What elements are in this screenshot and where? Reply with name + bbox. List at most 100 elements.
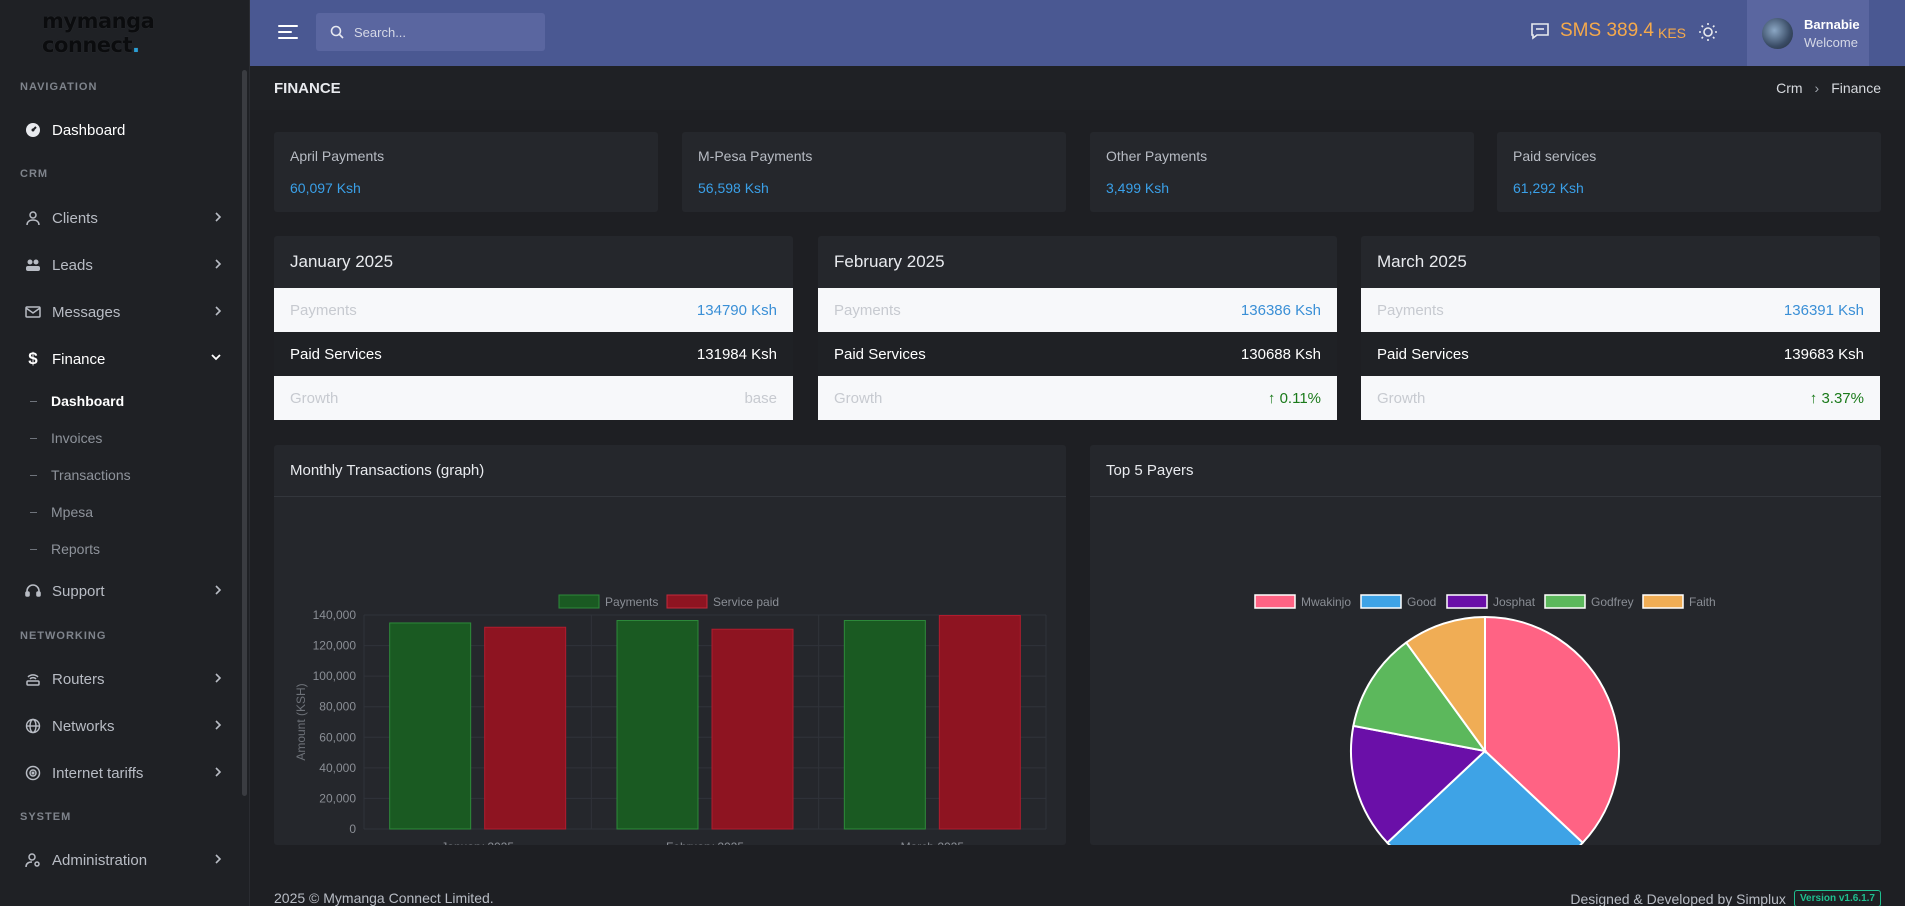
legend-label-1: Service paid <box>713 595 779 609</box>
month-card-february: February 2025 Payments 136386 Ksh Paid Se… <box>818 236 1337 420</box>
section-networking: NETWORKING <box>20 630 107 642</box>
legend-swatch-mwakinjo[interactable] <box>1254 594 1296 609</box>
chevron-right-icon <box>215 720 222 730</box>
y-tick-label: 20,000 <box>319 791 356 805</box>
sms-unit: KES <box>1658 24 1687 41</box>
services-value: 139683 Ksh <box>1783 345 1864 363</box>
sidebar-item-label: Administration <box>52 851 148 869</box>
payments-row: Payments 134790 Ksh <box>274 288 793 332</box>
payments-row: Payments 136391 Ksh <box>1361 288 1880 332</box>
sidebar-item-label: Support <box>52 582 105 600</box>
stat-value: 56,598 Ksh <box>698 180 769 196</box>
sidebar-item-routers[interactable]: Routers <box>0 661 240 697</box>
bar-payments-2[interactable] <box>843 620 926 830</box>
breadcrumb-finance: Finance <box>1831 80 1881 96</box>
finance-sub-reports[interactable]: Reports <box>0 537 240 561</box>
user-cog-icon <box>25 852 41 868</box>
services-row: Paid Services 139683 Ksh <box>1361 332 1880 376</box>
mail-icon <box>25 304 41 320</box>
sidebar-item-clients[interactable]: Clients <box>0 200 240 236</box>
services-row: Paid Services 130688 Ksh <box>818 332 1337 376</box>
legend-swatch-0[interactable] <box>558 594 600 609</box>
month-card-march: March 2025 Payments 136391 Ksh Paid Servi… <box>1361 236 1880 420</box>
section-navigation: NAVIGATION <box>20 81 98 93</box>
bar-chart: Payments Service paid 0 20,000 40,000 60,000 8… <box>294 594 1047 874</box>
legend-swatch-good[interactable] <box>1360 594 1402 609</box>
sidebar-item-dashboard[interactable]: Dashboard <box>0 112 240 148</box>
credit-text: Designed & Developed by Simplux <box>1570 890 1786 906</box>
footer: 2025 © Mymanga Connect Limited. Designed… <box>250 868 1905 906</box>
menu-toggle-icon[interactable] <box>278 24 298 40</box>
month-title: February 2025 <box>834 252 945 271</box>
sidebar-item-label: Routers <box>52 670 105 688</box>
sidebar-item-messages[interactable]: Messages <box>0 294 240 330</box>
legend-swatch-josphat[interactable] <box>1446 594 1488 609</box>
legend-label-0: Payments <box>605 595 658 609</box>
payments-value: 136386 Ksh <box>1240 301 1321 319</box>
finance-sub-dashboard[interactable]: Dashboard <box>0 389 240 413</box>
legend-swatch-1[interactable] <box>666 594 708 609</box>
gauge-icon <box>25 122 41 138</box>
sidebar-item-finance[interactable]: $ Finance <box>0 341 240 377</box>
bar-service-paid-2[interactable] <box>938 614 1021 830</box>
x-tick-label: March 2025 <box>901 840 965 845</box>
stat-card-april-payments: April Payments 60,097 Ksh <box>274 132 658 212</box>
legend-swatch-godfrey[interactable] <box>1544 594 1586 609</box>
pie-slice-godfrey[interactable] <box>1352 641 1488 753</box>
stat-card-mpesa-payments: M-Pesa Payments 56,598 Ksh <box>682 132 1066 212</box>
y-tick-label: 40,000 <box>319 761 356 775</box>
search-input[interactable] <box>354 24 524 40</box>
user-icon <box>25 210 41 226</box>
stat-value: 61,292 Ksh <box>1513 180 1584 196</box>
sidebar-item-networks[interactable]: Networks <box>0 708 240 744</box>
stat-label: M-Pesa Payments <box>698 148 813 164</box>
legend-swatch-faith[interactable] <box>1642 594 1684 609</box>
finance-sub-transactions[interactable]: Transactions <box>0 463 240 487</box>
pie-slice-mwakinjo[interactable] <box>1484 615 1620 845</box>
legend-label-godfrey: Godfrey <box>1591 595 1634 609</box>
breadcrumb-crm[interactable]: Crm <box>1776 80 1803 96</box>
sidebar-scrollbar[interactable] <box>242 70 247 796</box>
payments-value: 136391 Ksh <box>1783 301 1864 319</box>
sidebar-item-support[interactable]: Support <box>0 573 240 609</box>
theme-toggle-sun-icon[interactable] <box>1698 22 1718 42</box>
user-menu[interactable]: Barnabie Welcome <box>1747 0 1869 66</box>
y-tick-label: 80,000 <box>319 700 356 714</box>
search-box[interactable] <box>316 13 545 51</box>
growth-value: 0.11% <box>1279 389 1321 407</box>
growth-value: base <box>744 389 777 407</box>
chevron-right-icon: › <box>1814 80 1820 96</box>
x-tick-label: January 2025 <box>441 840 514 845</box>
finance-sub-invoices[interactable]: Invoices <box>0 426 240 450</box>
sidebar-item-leads[interactable]: Leads <box>0 247 240 283</box>
user-name: Barnabie <box>1804 16 1860 32</box>
logo[interactable]: mymanga connect. <box>0 0 249 66</box>
sidebar-item-label: Networks <box>52 717 115 735</box>
stat-value: 3,499 Ksh <box>1106 180 1170 196</box>
bar-service-paid-1[interactable] <box>711 628 794 830</box>
pie-slice-josphat[interactable] <box>1350 724 1488 845</box>
sidebar-item-administration[interactable]: Administration <box>0 842 240 878</box>
avatar <box>1762 17 1793 49</box>
bar-payments-1[interactable] <box>616 620 699 830</box>
arrow-up-icon: ↑ <box>1809 389 1822 407</box>
stat-label: Other Payments <box>1106 148 1208 164</box>
stat-value: 60,097 Ksh <box>290 180 361 196</box>
sidebar-item-label: Finance <box>52 350 106 368</box>
services-value: 130688 Ksh <box>1240 345 1321 363</box>
sms-balance[interactable]: SMS 389.4 KES <box>1530 20 1686 42</box>
y-axis-label: Amount (KSH) <box>294 683 308 760</box>
section-system: SYSTEM <box>20 811 72 823</box>
bar-payments-0[interactable] <box>389 622 472 830</box>
services-value: 131984 Ksh <box>696 345 777 363</box>
finance-sub-mpesa[interactable]: Mpesa <box>0 500 240 524</box>
chevron-right-icon <box>215 767 222 777</box>
pie-slice-faith[interactable] <box>1404 615 1486 755</box>
router-icon <box>25 671 41 687</box>
sidebar-item-internet-tariffs[interactable]: Internet tariffs <box>0 755 240 791</box>
panel-title: Top 5 Payers <box>1090 445 1881 497</box>
chevron-right-icon <box>215 854 222 864</box>
legend-label-mwakinjo: Mwakinjo <box>1301 595 1351 609</box>
stat-label: Paid services <box>1513 148 1597 164</box>
bar-service-paid-0[interactable] <box>484 626 567 830</box>
